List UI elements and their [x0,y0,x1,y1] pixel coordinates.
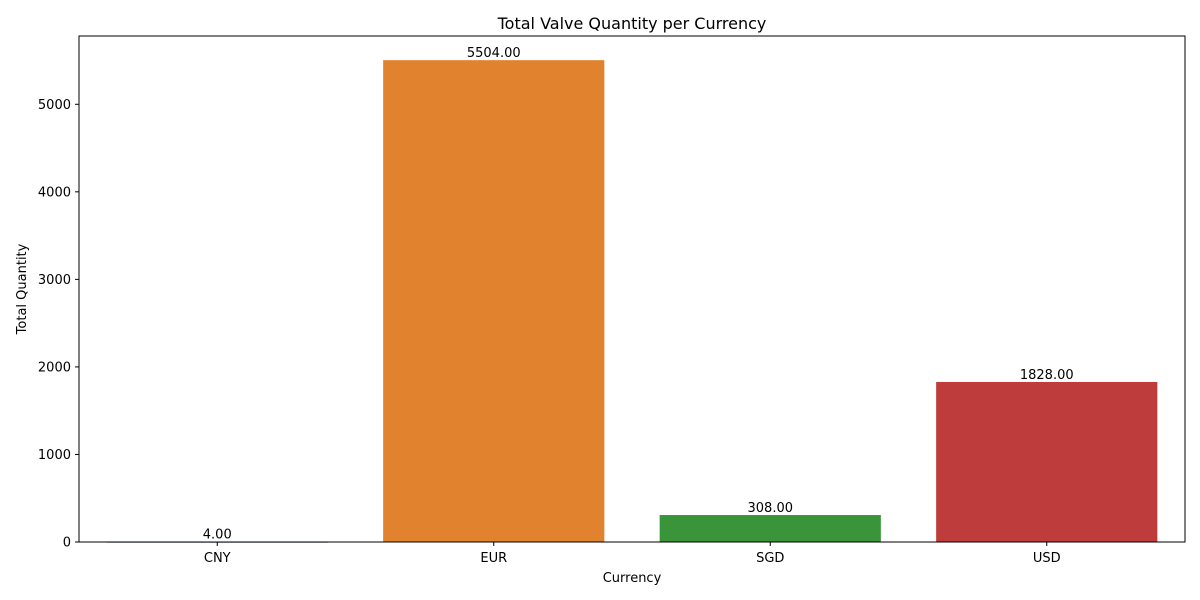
plot-frame [78,35,1186,543]
x-tick-label-eur: EUR [480,551,507,566]
bar-eur [383,60,605,543]
bars-layer [106,60,1158,543]
data-label-usd: 1828.00 [1020,368,1074,383]
x-axis: CNY EUR SGD USD [204,542,1061,566]
chart-title: Total Valve Quantity per Currency [497,14,767,33]
y-tick-label-0: 0 [63,536,71,551]
y-tick-label-3000: 3000 [38,273,71,288]
y-tick-label-1000: 1000 [38,448,71,463]
x-tick-label-sgd: SGD [756,551,784,566]
data-label-cny: 4.00 [203,528,232,543]
x-tick-label-usd: USD [1033,551,1061,566]
y-axis: 0 1000 2000 3000 4000 5000 [38,98,79,551]
data-labels-layer: 4.00 5504.00 308.00 1828.00 [203,46,1074,542]
y-tick-label-5000: 5000 [38,98,71,113]
data-label-eur: 5504.00 [467,46,521,61]
bar-usd [936,381,1158,542]
y-axis-label: Total Quantity [15,243,30,335]
x-tick-label-cny: CNY [204,551,231,566]
bar-sgd [659,515,881,542]
x-axis-label: Currency [603,571,662,586]
data-label-sgd: 308.00 [748,501,794,516]
y-tick-label-2000: 2000 [38,360,71,375]
y-tick-label-4000: 4000 [38,185,71,200]
